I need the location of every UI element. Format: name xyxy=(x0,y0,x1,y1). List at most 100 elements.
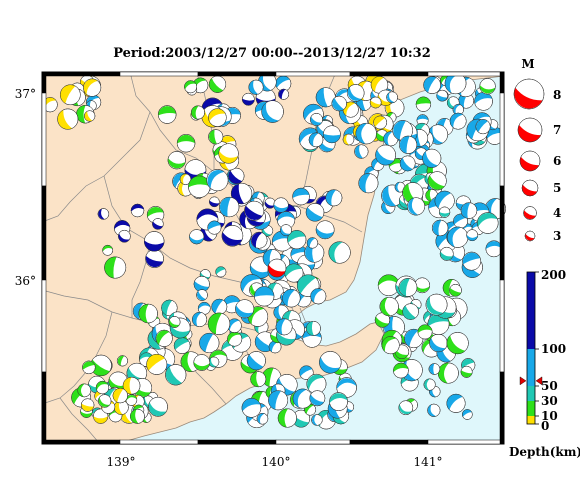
focal-mechanism-402 xyxy=(179,173,192,185)
frame-tick-bottom-2 xyxy=(197,439,277,445)
focal-mechanism-312 xyxy=(155,329,173,347)
focal-mechanism-152 xyxy=(287,230,307,250)
focal-mechanism-445 xyxy=(241,92,255,106)
focal-mechanism-314 xyxy=(138,303,158,324)
magnitude-label-8: 8 xyxy=(553,88,561,102)
focal-mechanism-59 xyxy=(423,76,441,94)
frame-tick-left-4 xyxy=(41,371,47,445)
depth-label-200: 200 xyxy=(541,268,566,282)
focal-mechanism-119 xyxy=(460,202,478,219)
depth-colorbar: 200 100 50 30 10 0 Depth(km) xyxy=(509,268,580,459)
focal-mechanism-318 xyxy=(165,364,187,386)
focal-mechanism-393 xyxy=(428,363,441,375)
focal-mechanism-455 xyxy=(157,105,177,124)
frame-tick-top-4 xyxy=(349,71,429,77)
focal-mechanism-86 xyxy=(399,135,418,154)
focal-mechanism-131 xyxy=(315,220,335,240)
focal-mechanism-379 xyxy=(309,390,326,407)
depth-band-100-200 xyxy=(527,272,535,349)
lon-label-139: 139° xyxy=(107,455,136,469)
focal-mechanism-241 xyxy=(275,318,293,336)
focal-mechanism-382 xyxy=(329,392,348,411)
focal-mechanism-380 xyxy=(256,412,269,425)
focal-mechanism-239 xyxy=(310,288,327,305)
focal-mechanism-286 xyxy=(379,296,399,317)
focal-mechanism-89 xyxy=(358,173,379,194)
mainshock-beachball xyxy=(267,258,287,278)
focal-mechanism-114 xyxy=(477,212,499,234)
focal-mechanism-174 xyxy=(209,196,220,208)
focal-mechanism-173 xyxy=(189,229,205,245)
focal-mechanism-117 xyxy=(439,246,454,261)
focal-mechanism-50 xyxy=(449,112,467,130)
focal-mechanism-54 xyxy=(474,92,493,111)
map-frame xyxy=(41,71,505,445)
focal-mechanism-398 xyxy=(167,151,186,170)
focal-mechanism-87 xyxy=(375,144,396,166)
frame-tick-top-3 xyxy=(275,71,351,77)
focal-mechanism-298 xyxy=(192,311,208,328)
focal-mechanism-431 xyxy=(80,398,95,412)
focal-mechanism-453 xyxy=(208,108,227,127)
focal-mechanism-396 xyxy=(398,400,414,416)
focal-mechanism-247 xyxy=(254,286,275,307)
depth-band-30-50 xyxy=(527,386,535,401)
focal-mechanism-376 xyxy=(246,351,266,371)
focal-mechanism-61 xyxy=(479,78,496,95)
focal-mechanism-375 xyxy=(319,351,342,374)
magnitude-symbol-4 xyxy=(523,206,537,220)
focal-mechanism-391 xyxy=(393,362,409,379)
focal-mechanism-115 xyxy=(462,251,482,271)
magnitude-legend: M 8 7 6 5 4 3 xyxy=(513,57,561,243)
focal-mechanism-237 xyxy=(196,289,208,301)
focal-mechanism-228 xyxy=(284,263,304,283)
frame-tick-bottom-1 xyxy=(119,439,199,445)
focal-mechanism-389 xyxy=(462,409,473,420)
focal-mechanism-events xyxy=(42,72,506,430)
focal-mechanism-121 xyxy=(447,226,469,248)
magnitude-symbol-3 xyxy=(524,230,536,242)
focal-mechanism-156 xyxy=(325,189,343,207)
frame-tick-right-1 xyxy=(499,92,505,187)
frame-tick-top-5 xyxy=(427,71,505,77)
focal-mechanism-443 xyxy=(248,79,264,95)
focal-mechanism-424 xyxy=(57,108,79,130)
focal-mechanism-469 xyxy=(323,125,341,144)
frame-tick-left-2 xyxy=(41,185,47,281)
lat-label-37: 37° xyxy=(15,87,36,101)
focal-mechanism-463 xyxy=(315,87,336,108)
focal-mechanism-317 xyxy=(207,312,231,335)
focal-mechanism-345 xyxy=(77,383,92,398)
focal-mechanism-467 xyxy=(308,132,324,148)
focal-mechanism-287 xyxy=(381,336,400,355)
focal-mechanism-346 xyxy=(116,355,128,367)
focal-mechanism-29 xyxy=(346,84,365,102)
focal-mechanism-149 xyxy=(328,241,351,264)
focal-mechanism-383 xyxy=(277,408,297,428)
focal-mechanism-230 xyxy=(235,299,255,319)
focal-mechanism-122 xyxy=(466,229,479,242)
frame-tick-left-3 xyxy=(41,279,47,373)
focal-mechanism-410 xyxy=(218,143,239,164)
frame-tick-right-4 xyxy=(499,371,505,445)
focal-mechanism-189 xyxy=(144,231,165,252)
focal-mechanism-123 xyxy=(438,206,451,218)
focal-mechanism-378 xyxy=(336,377,357,398)
frame-tick-top-1 xyxy=(119,71,199,77)
map-title: Period:2003/12/27 00:00--2013/12/27 10:3… xyxy=(113,46,431,61)
focal-mechanism-64 xyxy=(354,144,369,159)
focal-mechanism-197 xyxy=(199,332,220,354)
focal-mechanism-388 xyxy=(460,365,473,378)
focal-mechanism-395 xyxy=(427,403,441,417)
depth-colorbar-outline xyxy=(526,271,536,425)
frame-tick-left-1 xyxy=(41,92,47,187)
focal-mechanism-55 xyxy=(416,114,429,127)
focal-mechanism-303 xyxy=(173,337,191,354)
focal-mechanism-435 xyxy=(130,408,145,424)
focal-mechanism-291 xyxy=(161,299,178,317)
focal-mechanism-65 xyxy=(355,122,377,145)
focal-mechanism-356 xyxy=(250,371,267,388)
focal-mechanism-193 xyxy=(130,203,145,218)
focal-mechanism-116 xyxy=(431,219,449,237)
focal-mechanism-420 xyxy=(60,84,81,106)
